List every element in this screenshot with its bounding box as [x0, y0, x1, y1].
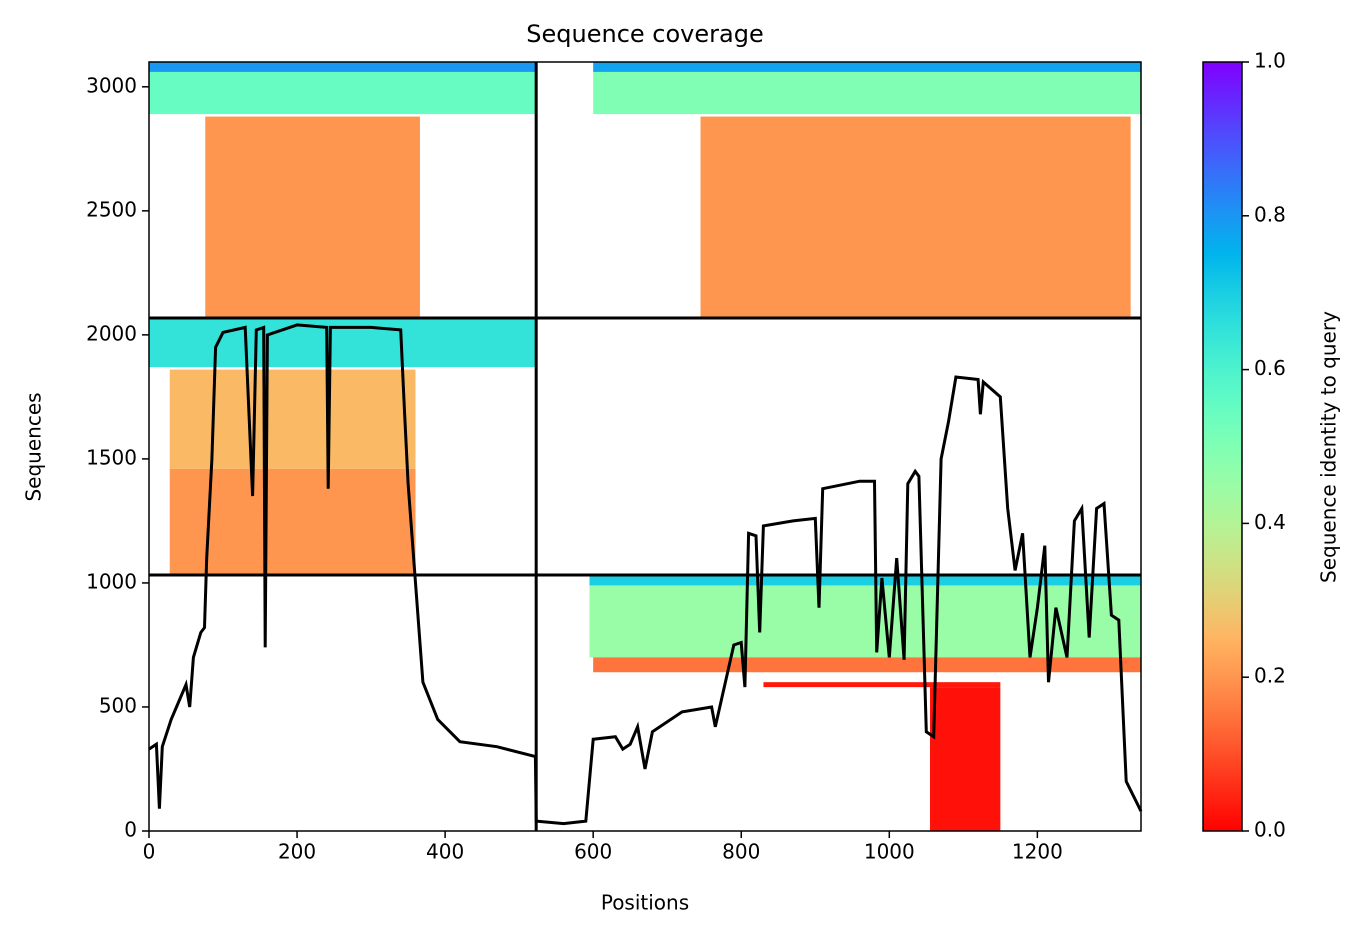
- y-tick-label: 1500: [86, 445, 137, 469]
- colorbar-tick-label: 1.0: [1254, 49, 1286, 73]
- coverage-block: [589, 585, 1141, 658]
- x-tick-label: 1200: [1012, 840, 1063, 864]
- coverage-block: [149, 318, 536, 368]
- coverage-block: [593, 62, 1141, 72]
- y-tick-label: 500: [99, 693, 137, 717]
- coverage-block: [149, 62, 536, 72]
- coverage-line: [148, 323, 1143, 826]
- colorbar-tick-label: 0.8: [1254, 202, 1286, 226]
- coverage-block: [149, 71, 536, 115]
- plot-frame: [148, 61, 1142, 832]
- coverage-block: [763, 682, 1001, 688]
- x-tick-label: 600: [574, 840, 612, 864]
- y-tick-label: 3000: [86, 73, 137, 97]
- x-axis-label: Positions: [601, 891, 689, 915]
- x-tick-label: 0: [143, 840, 156, 864]
- y-tick-label: 2000: [86, 321, 137, 345]
- y-axis-label: Sequences: [22, 392, 46, 501]
- chart-title: Sequence coverage: [526, 20, 763, 48]
- coverage-block: [205, 116, 420, 319]
- colorbar-tick-label: 0.2: [1254, 664, 1286, 688]
- coverage-block: [169, 369, 416, 469]
- x-tick-label: 800: [722, 840, 760, 864]
- y-tick-label: 2500: [86, 197, 137, 221]
- colorbar: [1202, 61, 1243, 832]
- coverage-block: [589, 574, 1141, 586]
- y-tick-label: 1000: [86, 569, 137, 593]
- x-tick-label: 400: [426, 840, 464, 864]
- coverage-block: [700, 116, 1131, 319]
- x-tick-label: 200: [278, 840, 316, 864]
- coverage-block: [593, 657, 1141, 673]
- coverage-block: [930, 687, 1001, 831]
- colorbar-tick-label: 0.4: [1254, 510, 1286, 534]
- colorbar-label: Sequence identity to query: [1317, 311, 1341, 583]
- colorbar-tick-label: 0.0: [1254, 818, 1286, 842]
- y-tick-label: 0: [124, 818, 137, 842]
- x-tick-label: 1000: [864, 840, 915, 864]
- coverage-block: [593, 71, 1141, 115]
- colorbar-tick-label: 0.6: [1254, 356, 1286, 380]
